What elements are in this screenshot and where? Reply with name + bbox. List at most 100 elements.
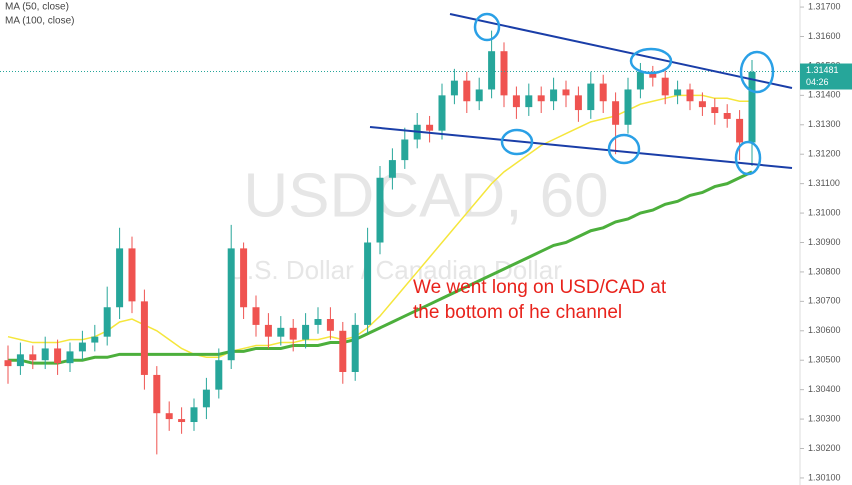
- candle-body: [140, 301, 148, 375]
- candle-body: [264, 324, 272, 337]
- y-tick-label: 1.31000: [808, 207, 841, 217]
- candle-body: [686, 89, 694, 102]
- y-tick-label: 1.30700: [808, 296, 841, 306]
- y-tick-label: 1.31100: [808, 178, 840, 188]
- y-tick-label: 1.30100: [808, 472, 841, 482]
- y-tick-label: 1.31300: [808, 119, 841, 129]
- circle: [734, 140, 762, 176]
- y-tick-label: 1.30400: [808, 384, 841, 394]
- candle-body: [562, 89, 570, 96]
- candle-body: [525, 95, 533, 108]
- candle-body: [4, 360, 12, 367]
- candle-body: [624, 89, 632, 125]
- candle-body: [500, 51, 508, 96]
- candle-body: [128, 248, 136, 302]
- candle-body: [388, 160, 396, 178]
- candle-body: [401, 139, 409, 161]
- y-tick-label: 1.30800: [808, 266, 841, 276]
- candle-body: [153, 374, 161, 414]
- candle-body: [54, 348, 62, 364]
- candle-body: [599, 83, 607, 102]
- candle-body: [16, 354, 24, 367]
- y-tick-label: 1.31200: [808, 149, 841, 159]
- candle-body: [574, 95, 582, 111]
- circle: [607, 133, 641, 165]
- y-tick-label: 1.31700: [808, 1, 841, 11]
- candle-body: [698, 101, 706, 108]
- y-tick-label: 1.30200: [808, 443, 841, 453]
- candle-body: [41, 348, 49, 361]
- candle-body: [103, 307, 111, 337]
- last-price-label: 1.31481: [806, 65, 839, 75]
- legend-entry: MA (100, close): [5, 16, 74, 27]
- candle-body: [202, 389, 210, 408]
- candle-body: [488, 51, 496, 90]
- moving-average: [8, 170, 753, 365]
- candle-body: [550, 89, 558, 102]
- candle-body: [351, 324, 359, 372]
- y-tick-label: 1.30300: [808, 413, 841, 423]
- countdown: 04:26: [806, 77, 829, 87]
- annotation-line: the bottom of he channel: [413, 302, 622, 323]
- candle-body: [463, 80, 471, 102]
- watermark: USDCAD, 60: [243, 161, 608, 230]
- candle-body: [178, 419, 186, 423]
- circles: [473, 12, 775, 176]
- circle: [739, 50, 775, 94]
- candle-body: [314, 319, 322, 325]
- candle-body: [649, 71, 657, 78]
- upper-channel-line: [449, 13, 793, 89]
- candle-body: [215, 360, 223, 390]
- candle-body: [612, 101, 620, 125]
- lower-channel-line: [369, 126, 793, 169]
- candle-body: [190, 407, 198, 423]
- y-tick-label: 1.31600: [808, 31, 841, 41]
- y-tick-label: 1.30600: [808, 325, 841, 335]
- candle-body: [29, 354, 37, 361]
- candle-body: [736, 118, 744, 143]
- candle-body: [116, 248, 124, 308]
- candle-body: [240, 248, 248, 308]
- candle-body: [636, 71, 644, 90]
- circle: [500, 128, 534, 156]
- candle-body: [426, 124, 434, 131]
- candle-body: [277, 327, 285, 337]
- candle-body: [537, 95, 545, 102]
- candle-body: [289, 327, 297, 340]
- candle-body: [711, 107, 719, 114]
- plot: [0, 30, 800, 455]
- legend-entry: MA (50, close): [5, 2, 69, 13]
- y-tick-label: 1.30900: [808, 237, 841, 247]
- candle-body: [723, 113, 731, 119]
- candle-body: [339, 330, 347, 372]
- y-tick-label: 1.30500: [808, 355, 841, 365]
- candle-body: [450, 80, 458, 96]
- candle-body: [66, 351, 74, 364]
- candle-body: [165, 413, 173, 420]
- candle-body: [512, 95, 520, 108]
- circle: [629, 47, 673, 75]
- candle-body: [91, 336, 99, 343]
- candle-body: [475, 89, 483, 102]
- candle-body: [227, 248, 235, 361]
- last-price-box: [800, 63, 852, 90]
- circle: [473, 12, 501, 42]
- watermark-subtitle: U.S. Dollar / Canadian Dollar: [228, 255, 562, 285]
- candle-body: [587, 83, 595, 111]
- candle-body: [748, 71, 756, 143]
- candle-body: [674, 89, 682, 96]
- candle-body: [364, 242, 372, 325]
- candle-body: [252, 307, 260, 325]
- candle-body: [661, 77, 669, 96]
- candle-body: [438, 95, 446, 131]
- annotation-line: We went long on USD/CAD at: [413, 277, 667, 298]
- y-tick-label: 1.31400: [808, 90, 841, 100]
- price-axis: 1.30100 1.30200 1.30300 1.30400 1.30500 1.306…: [800, 1, 852, 482]
- candle-body: [78, 342, 86, 352]
- candle-body: [326, 319, 334, 331]
- annotations: [369, 13, 793, 169]
- candle-body: [302, 324, 310, 340]
- candle-body: [376, 177, 384, 243]
